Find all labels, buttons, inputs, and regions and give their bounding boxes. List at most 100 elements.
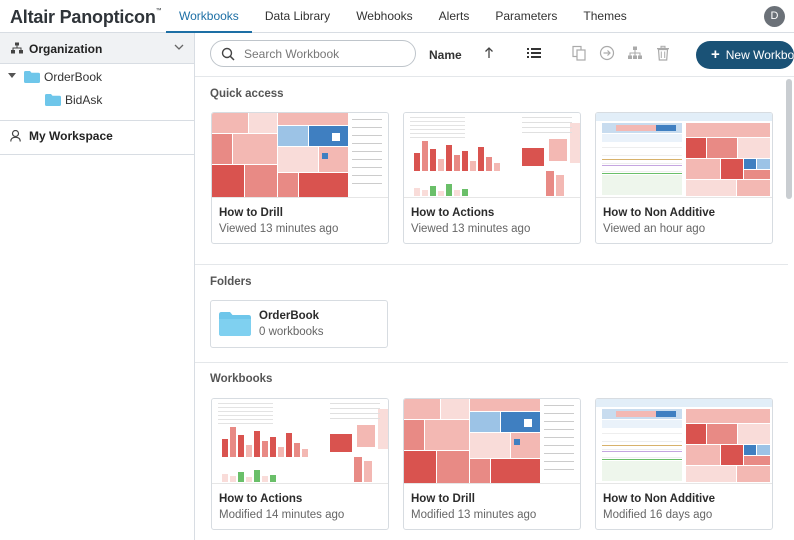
tab-webhooks[interactable]: Webhooks (356, 9, 413, 23)
quick-access-card-how-to-drill[interactable]: How to Drill Viewed 13 minutes ago (211, 112, 389, 244)
workbook-meta: Modified 14 minutes ago (219, 509, 345, 521)
thumbnail-cell (546, 171, 554, 196)
workbook-thumbnail (404, 113, 580, 198)
thumbnail-line (544, 461, 574, 462)
thumbnail-bar (470, 161, 476, 171)
quick-access-card-how-to-non-additive[interactable]: How to Non Additive Viewed an hour ago (595, 112, 773, 244)
search-input[interactable]: Search Workbook (210, 40, 416, 67)
thumbnail-cell (330, 434, 352, 452)
duplicate-icon[interactable] (571, 45, 587, 61)
thumbnail-bar (414, 153, 420, 171)
list-view-icon[interactable] (526, 45, 542, 61)
thumbnail-line (544, 453, 574, 454)
thumbnail-line (602, 159, 682, 160)
sidebar-divider (0, 154, 194, 155)
thumbnail-bar (230, 427, 236, 457)
organization-header[interactable]: Organization (0, 33, 194, 64)
thumbnail-cell (319, 147, 348, 172)
thumbnail-bar (238, 435, 244, 457)
thumbnail-line (602, 449, 682, 450)
thumbnail-line (522, 132, 572, 133)
folder-card-orderbook[interactable]: OrderBook 0 workbooks (210, 300, 388, 348)
new-workbook-label: New Workbook (725, 48, 794, 62)
thumbnail-line (352, 151, 382, 152)
thumbnail-bar (486, 157, 492, 171)
workbook-thumbnail (212, 399, 388, 484)
thumbnail-cell (757, 159, 770, 169)
tab-themes[interactable]: Themes (583, 9, 627, 23)
workbook-name: How to Drill (219, 207, 283, 219)
thumbnail-bar (254, 431, 260, 457)
thumbnail-cell (212, 165, 244, 197)
main-nav: Workbooks Data Library Webhooks Alerts P… (166, 0, 640, 33)
thumbnail-cell (686, 159, 720, 179)
user-avatar[interactable]: D (764, 6, 785, 27)
thumbnail-line (602, 451, 682, 452)
sidebar-divider (0, 120, 194, 121)
move-icon[interactable] (599, 45, 615, 61)
thumbnail-line (330, 408, 380, 409)
thumbnail-cell (491, 459, 540, 483)
thumbnail-cell (686, 409, 770, 423)
thumbnail-cell (278, 126, 308, 146)
thumbnail-cell (738, 138, 770, 158)
hierarchy-icon[interactable] (627, 45, 643, 61)
thumbnail-bar (230, 476, 236, 482)
thumbnail-cell (686, 466, 736, 482)
thumbnail-cell (233, 134, 277, 164)
caret-down-icon[interactable] (8, 73, 16, 78)
thumbnail-line (544, 469, 574, 470)
thumbnail-line (544, 445, 574, 446)
thumbnail-line (330, 413, 380, 414)
tree-item-bidask[interactable]: BidAsk (45, 93, 185, 113)
sort-ascending-icon[interactable] (481, 45, 497, 61)
thumbnail-bar (462, 189, 468, 196)
thumbnail-cell (245, 165, 277, 197)
workbook-thumbnail (596, 399, 772, 484)
quick-access-card-how-to-actions[interactable]: How to Actions Viewed 13 minutes ago (403, 112, 581, 244)
tab-workbooks[interactable]: Workbooks (166, 0, 252, 33)
thumbnail-line (602, 441, 682, 442)
thumbnail-line (410, 137, 465, 138)
tab-parameters[interactable]: Parameters (495, 9, 558, 23)
thumbnail-cell (596, 399, 772, 407)
new-workbook-button[interactable]: + New Workbook (696, 41, 794, 69)
thumbnail-cell (470, 412, 500, 432)
thumbnail-cell (309, 126, 348, 146)
tree-item-orderbook[interactable]: OrderBook (24, 70, 184, 90)
thumbnail-bar (430, 186, 436, 196)
thumbnail-cell (556, 175, 564, 196)
workbook-card-how-to-non-additive[interactable]: How to Non Additive Modified 16 days ago (595, 398, 773, 530)
thumbnail-line (602, 445, 682, 446)
search-placeholder: Search Workbook (244, 47, 340, 61)
thumbnail-cell (602, 420, 682, 428)
tab-alerts[interactable]: Alerts (438, 9, 470, 23)
section-divider (195, 264, 788, 265)
thumbnail-cell (721, 159, 743, 179)
thumbnail-cell (549, 139, 567, 161)
trash-icon[interactable] (655, 45, 671, 61)
chevron-down-icon[interactable] (174, 42, 184, 52)
thumbnail-bar (454, 190, 460, 196)
thumbnail-cell (332, 133, 340, 141)
tab-data-library[interactable]: Data Library (264, 9, 331, 23)
workbook-card-how-to-drill[interactable]: How to Drill Modified 13 minutes ago (403, 398, 581, 530)
thumbnail-cell (656, 411, 676, 417)
main-scrollbar[interactable] (786, 79, 792, 199)
thumbnail-line (410, 129, 465, 130)
thumbnail-bar (238, 472, 244, 482)
thumbnail-cell (721, 445, 743, 465)
app-logo[interactable]: Altair Panopticon™ (10, 7, 162, 27)
thumbnail-bar (270, 475, 276, 482)
sort-field-label[interactable]: Name (429, 48, 462, 62)
workbook-name: How to Non Additive (603, 493, 716, 505)
thumbnail-bar (262, 476, 268, 482)
section-divider (195, 362, 788, 363)
thumbnail-bar (494, 163, 500, 171)
tree-item-label: BidAsk (65, 93, 103, 107)
thumbnail-cell (425, 420, 469, 450)
thumbnail-cell (404, 451, 436, 483)
workbook-card-how-to-actions[interactable]: How to Actions Modified 14 minutes ago (211, 398, 389, 530)
thumbnail-cell (404, 399, 440, 419)
thumbnail-cell (707, 424, 737, 444)
